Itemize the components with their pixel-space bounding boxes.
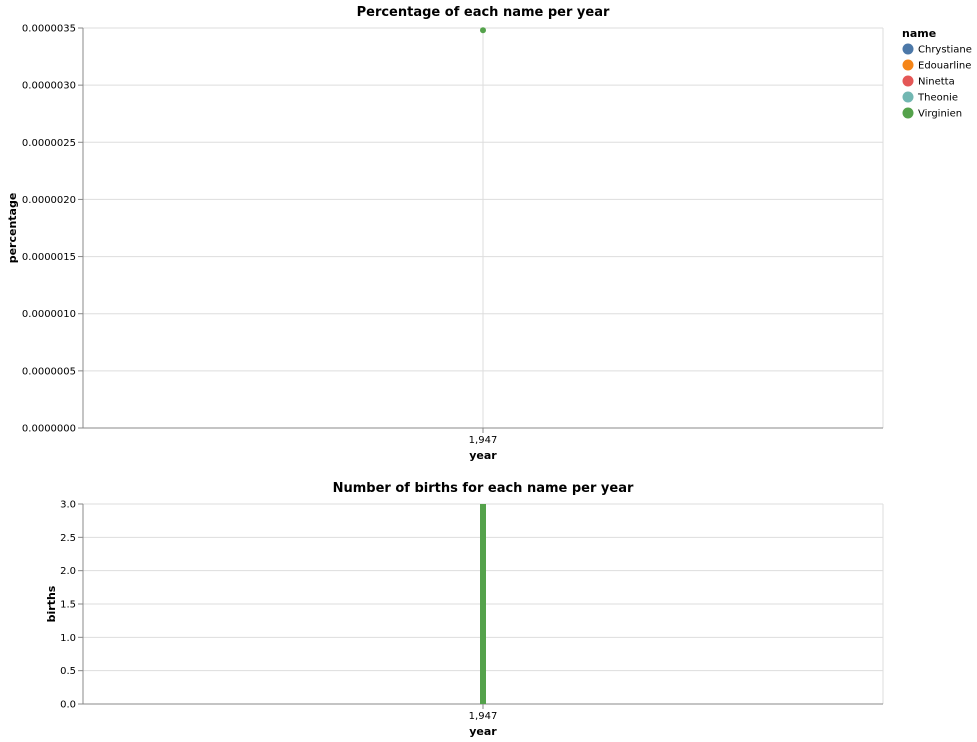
legend-swatch <box>902 59 914 71</box>
legend-label: Virginien <box>918 109 962 120</box>
y-tick-label: 2.5 <box>60 533 76 544</box>
births-chart-y-axis: 0.0 0.5 1.0 1.5 2.0 2.5 3.0 <box>60 500 84 711</box>
y-tick-label: 0.0000030 <box>22 81 76 92</box>
y-tick-label: 0.0000035 <box>22 24 76 35</box>
y-tick-label: 2.0 <box>60 566 76 577</box>
bar <box>480 504 486 704</box>
percentage-chart-points <box>480 27 486 34</box>
births-chart-y-title: births <box>45 585 58 622</box>
births-chart-x-axis: 1,947 <box>83 703 883 722</box>
y-tick-label: 0.0000000 <box>22 424 76 435</box>
births-chart-x-title: year <box>469 725 497 738</box>
y-tick-label: 0.0000025 <box>22 138 76 149</box>
y-tick-label: 0.0 <box>60 700 76 711</box>
legend-items: Chrystiane Edouarline Ninetta Theonie Virgin… <box>902 43 972 120</box>
legend-swatch <box>902 43 914 55</box>
legend-label: Theonie <box>917 93 958 104</box>
x-tick-label: 1,947 <box>469 435 498 446</box>
legend-swatch <box>902 107 914 119</box>
percentage-chart: Percentage of each name per year 0.00000… <box>6 5 884 462</box>
y-tick-label: 0.0000020 <box>22 195 76 206</box>
legend-title: name <box>902 27 936 40</box>
percentage-chart-x-axis: 1,947 <box>83 427 883 446</box>
y-tick-label: 0.0000015 <box>22 252 76 263</box>
y-tick-label: 0.0000005 <box>22 366 76 377</box>
births-chart-bars <box>480 504 486 704</box>
legend-label: Chrystiane <box>918 45 972 56</box>
y-tick-label: 3.0 <box>60 500 76 511</box>
births-chart-title: Number of births for each name per year <box>333 481 634 496</box>
data-point <box>480 27 486 34</box>
y-tick-label: 0.0000010 <box>22 309 76 320</box>
percentage-chart-y-title: percentage <box>6 193 19 264</box>
legend-swatch <box>902 91 914 103</box>
y-tick-label: 1.0 <box>60 633 76 644</box>
births-chart: Number of births for each name per year … <box>45 481 884 738</box>
legend-swatch <box>902 75 914 87</box>
y-tick-label: 1.5 <box>60 600 76 611</box>
x-tick-label: 1,947 <box>469 711 498 722</box>
percentage-chart-gridlines <box>83 27 884 429</box>
legend: name Chrystiane Edouarline Ninetta Theonie V… <box>902 27 972 120</box>
y-tick-label: 0.5 <box>60 666 76 677</box>
legend-label: Ninetta <box>918 77 955 88</box>
percentage-chart-y-axis: 0.0000000 0.0000005 0.0000010 0.0000015 0.00… <box>22 24 84 435</box>
legend-label: Edouarline <box>918 61 971 72</box>
percentage-chart-title: Percentage of each name per year <box>357 5 610 20</box>
percentage-chart-x-title: year <box>469 449 497 462</box>
